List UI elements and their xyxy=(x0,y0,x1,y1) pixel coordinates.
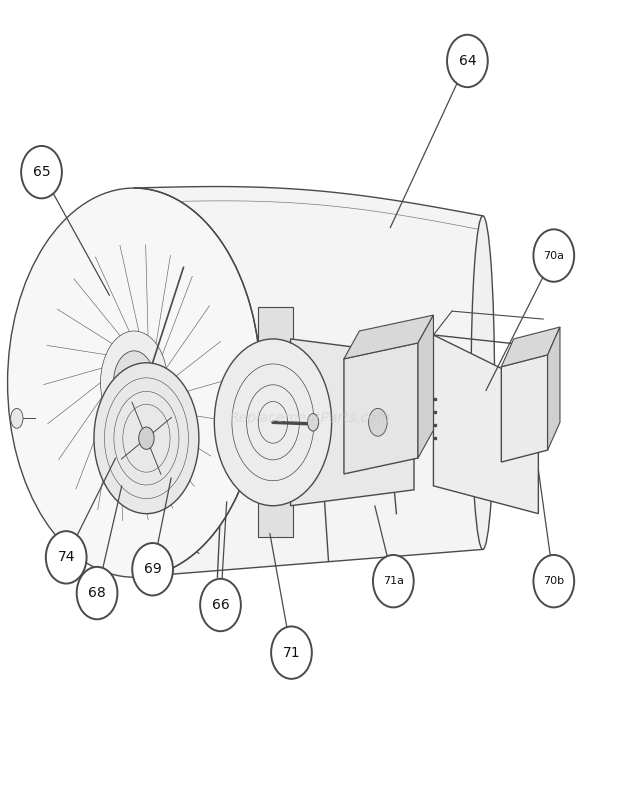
Text: ReplacementParts.com: ReplacementParts.com xyxy=(229,411,391,426)
Ellipse shape xyxy=(100,331,167,434)
Text: 65: 65 xyxy=(33,165,50,179)
Circle shape xyxy=(271,626,312,679)
Text: 74: 74 xyxy=(58,551,75,564)
Text: 71a: 71a xyxy=(383,576,404,586)
Circle shape xyxy=(132,543,173,595)
Text: 68: 68 xyxy=(88,586,106,600)
Polygon shape xyxy=(547,327,560,450)
Polygon shape xyxy=(291,339,414,506)
Ellipse shape xyxy=(11,408,23,428)
Text: 70a: 70a xyxy=(543,250,564,261)
Polygon shape xyxy=(502,355,547,462)
Ellipse shape xyxy=(308,414,319,431)
Polygon shape xyxy=(502,327,560,367)
Ellipse shape xyxy=(113,351,155,414)
Ellipse shape xyxy=(215,339,332,506)
Text: 66: 66 xyxy=(211,598,229,612)
Circle shape xyxy=(77,567,117,619)
Polygon shape xyxy=(344,343,418,474)
Text: 64: 64 xyxy=(459,54,476,68)
Circle shape xyxy=(447,35,488,87)
Ellipse shape xyxy=(369,408,387,436)
Ellipse shape xyxy=(7,188,260,577)
Polygon shape xyxy=(134,186,483,577)
Circle shape xyxy=(533,230,574,282)
Ellipse shape xyxy=(471,216,495,549)
Polygon shape xyxy=(418,315,433,458)
Ellipse shape xyxy=(139,427,154,450)
Polygon shape xyxy=(433,335,538,513)
Polygon shape xyxy=(344,315,433,359)
Circle shape xyxy=(373,555,414,607)
Polygon shape xyxy=(257,307,293,537)
Ellipse shape xyxy=(94,363,199,513)
Circle shape xyxy=(46,531,87,583)
Text: 69: 69 xyxy=(144,562,161,576)
Text: 71: 71 xyxy=(283,646,300,660)
Text: 70b: 70b xyxy=(543,576,564,586)
Circle shape xyxy=(21,146,62,198)
Circle shape xyxy=(533,555,574,607)
Circle shape xyxy=(200,579,241,631)
